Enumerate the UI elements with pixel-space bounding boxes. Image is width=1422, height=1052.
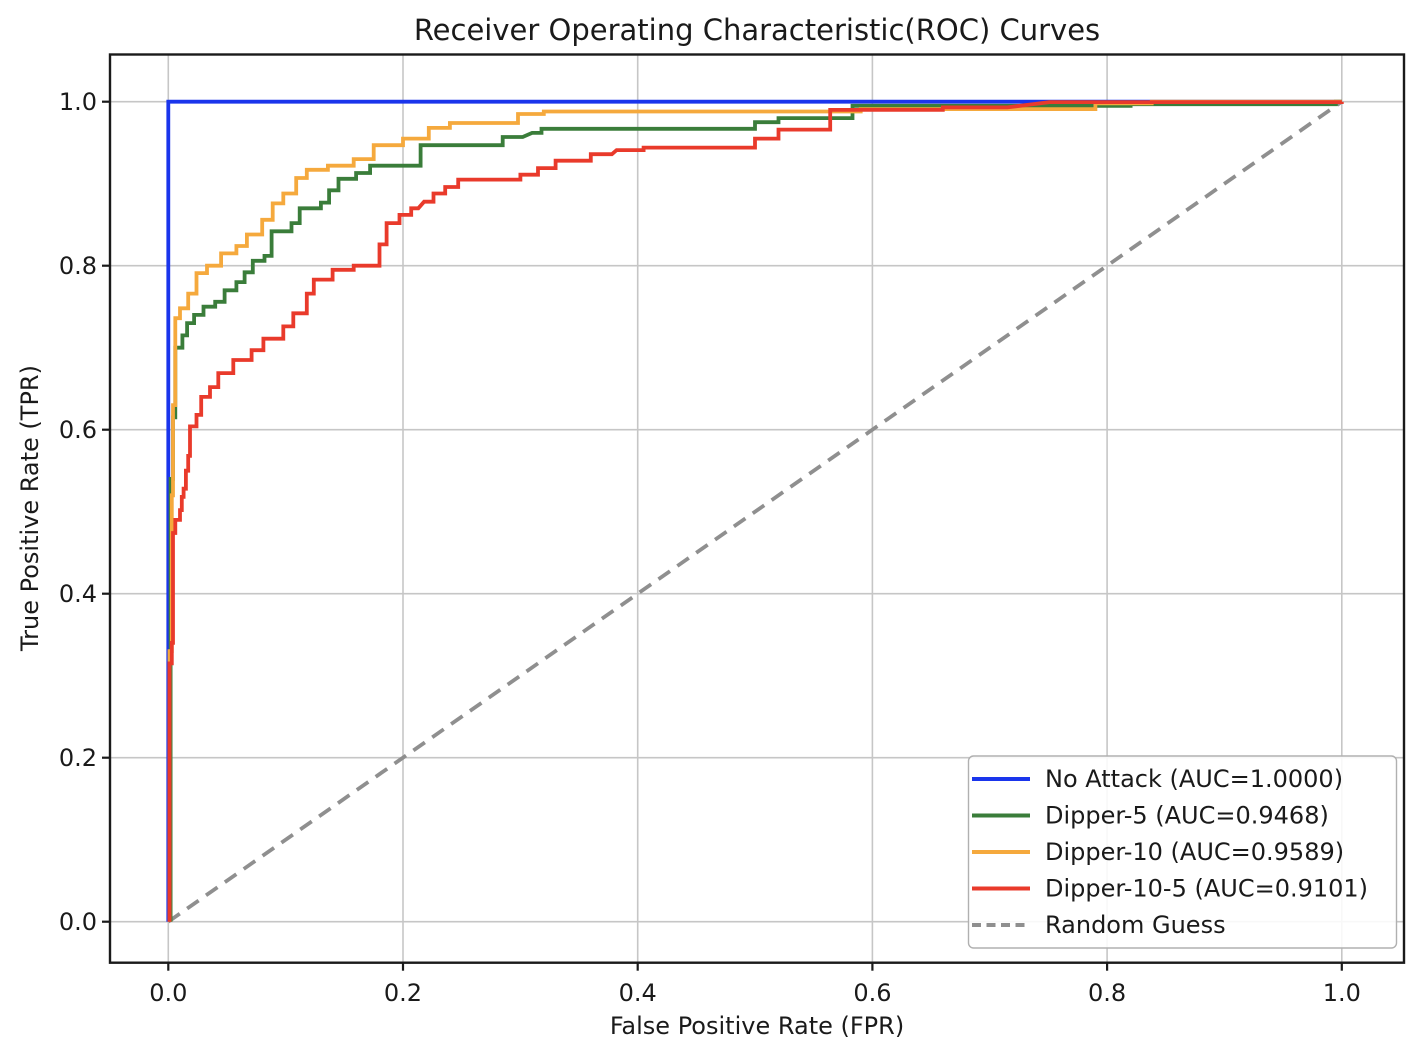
- y-tick-label: 0.4: [59, 580, 97, 608]
- legend-label: Random Guess: [1045, 911, 1226, 939]
- legend-label: Dipper-5 (AUC=0.9468): [1045, 802, 1329, 830]
- roc-curve-dipper-10: [167, 99, 1342, 922]
- roc-curve-dipper-10-5: [167, 100, 1344, 922]
- axes-spines: [108, 53, 1406, 964]
- y-tick-label: 0.2: [59, 744, 97, 772]
- chart-title: Receiver Operating Characteristic(ROC) C…: [413, 13, 1101, 47]
- x-tick-label: 1.0: [1323, 979, 1361, 1007]
- legend: No Attack (AUC=1.0000) Dipper-5 (AUC=0.94…: [967, 755, 1398, 949]
- roc-curve-no: [166, 99, 1342, 922]
- x-tick-label: 0.0: [149, 979, 187, 1007]
- y-axis-label: True Positive Rate (TPR): [16, 365, 44, 651]
- roc-curve-random: [167, 100, 1343, 924]
- x-tick-label: 0.8: [1088, 979, 1126, 1007]
- x-axis-label: False Positive Rate (FPR): [609, 1012, 905, 1040]
- legend-label: Dipper-10 (AUC=0.9589): [1045, 838, 1344, 866]
- y-tick-label: 0.8: [59, 252, 97, 280]
- legend-frame: [967, 755, 1398, 949]
- x-tick-label: 0.2: [384, 979, 422, 1007]
- legend-label: No Attack (AUC=1.0000): [1045, 765, 1343, 793]
- y-tick-label: 0.0: [59, 908, 97, 936]
- y-tick-label: 1.0: [59, 88, 97, 116]
- legend-label: Dipper-10-5 (AUC=0.9101): [1045, 875, 1368, 903]
- roc-curve-dipper-5: [168, 99, 1342, 922]
- x-tick-label: 0.4: [619, 979, 657, 1007]
- y-tick-label: 0.6: [59, 416, 97, 444]
- x-tick-label: 0.6: [853, 979, 891, 1007]
